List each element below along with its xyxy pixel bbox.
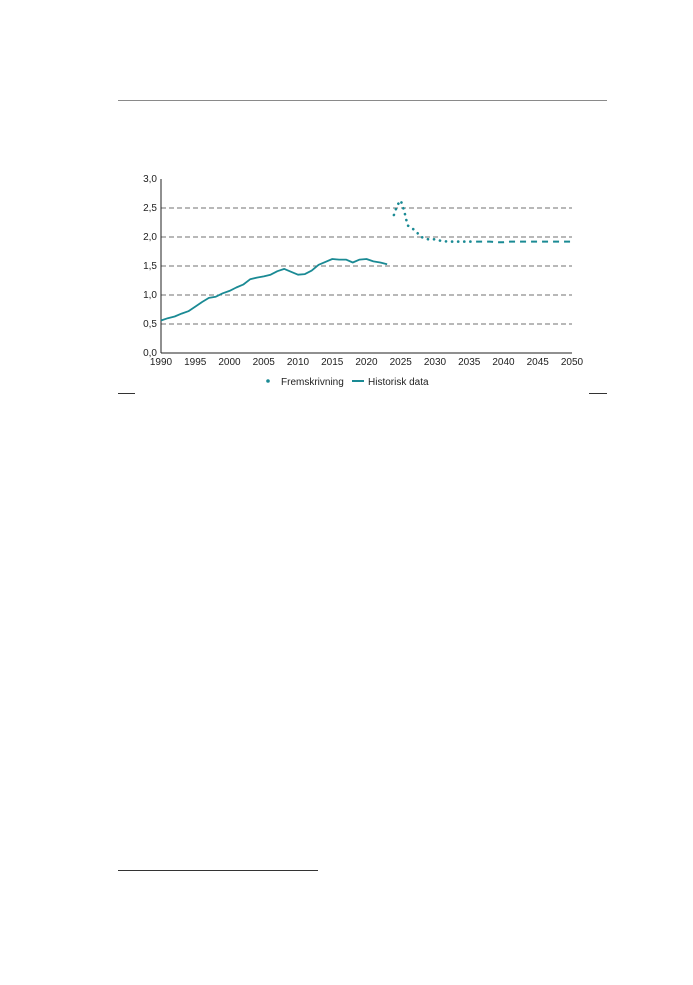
x-tick-label: 1995 <box>184 357 207 368</box>
x-tick-label: 1990 <box>150 357 173 368</box>
x-tick-label: 2020 <box>355 357 378 368</box>
x-tick-labels: 1990 1995 2000 2005 2010 2015 2020 2025 2030 2035… <box>150 357 584 368</box>
x-tick-label: 2025 <box>390 357 413 368</box>
series-line-historisk <box>160 258 388 322</box>
y-tick-label: 0,5 <box>143 319 157 330</box>
series-line-fremskrivning-dashed <box>476 240 572 244</box>
y-tick-label: 2,0 <box>143 232 157 243</box>
legend-label-fremskrivning: Fremskrivning <box>281 377 344 388</box>
x-tick-label: 2005 <box>253 357 276 368</box>
legend: Fremskrivning Historisk data <box>266 377 429 388</box>
axes <box>160 179 572 354</box>
x-tick-label: 2045 <box>527 357 550 368</box>
x-tick-label: 2035 <box>458 357 481 368</box>
series-layer <box>160 197 573 322</box>
x-tick-label: 2050 <box>561 357 584 368</box>
y-tick-label: 3,0 <box>143 174 157 185</box>
legend-label-historisk: Historisk data <box>368 377 429 388</box>
y-tick-label: 1,0 <box>143 290 157 301</box>
right-border-tick <box>589 393 607 394</box>
series-line-fremskrivning-dotted <box>392 197 478 243</box>
x-tick-label: 2040 <box>492 357 515 368</box>
top-rule <box>118 100 607 101</box>
x-tick-label: 2015 <box>321 357 344 368</box>
y-tick-label: 0,0 <box>143 348 157 359</box>
x-tick-label: 2000 <box>218 357 241 368</box>
y-tick-label: 1,5 <box>143 261 157 272</box>
x-tick-label: 2030 <box>424 357 447 368</box>
y-tick-label: 2,5 <box>143 203 157 214</box>
grid-lines <box>161 207 572 325</box>
y-tick-labels: 0,0 0,5 1,0 1,5 2,0 2,5 3,0 <box>143 174 157 359</box>
footnote-rule <box>118 870 318 871</box>
legend-marker-fremskrivning <box>266 379 270 383</box>
x-tick-label: 2010 <box>287 357 310 368</box>
left-border-tick <box>118 393 135 394</box>
